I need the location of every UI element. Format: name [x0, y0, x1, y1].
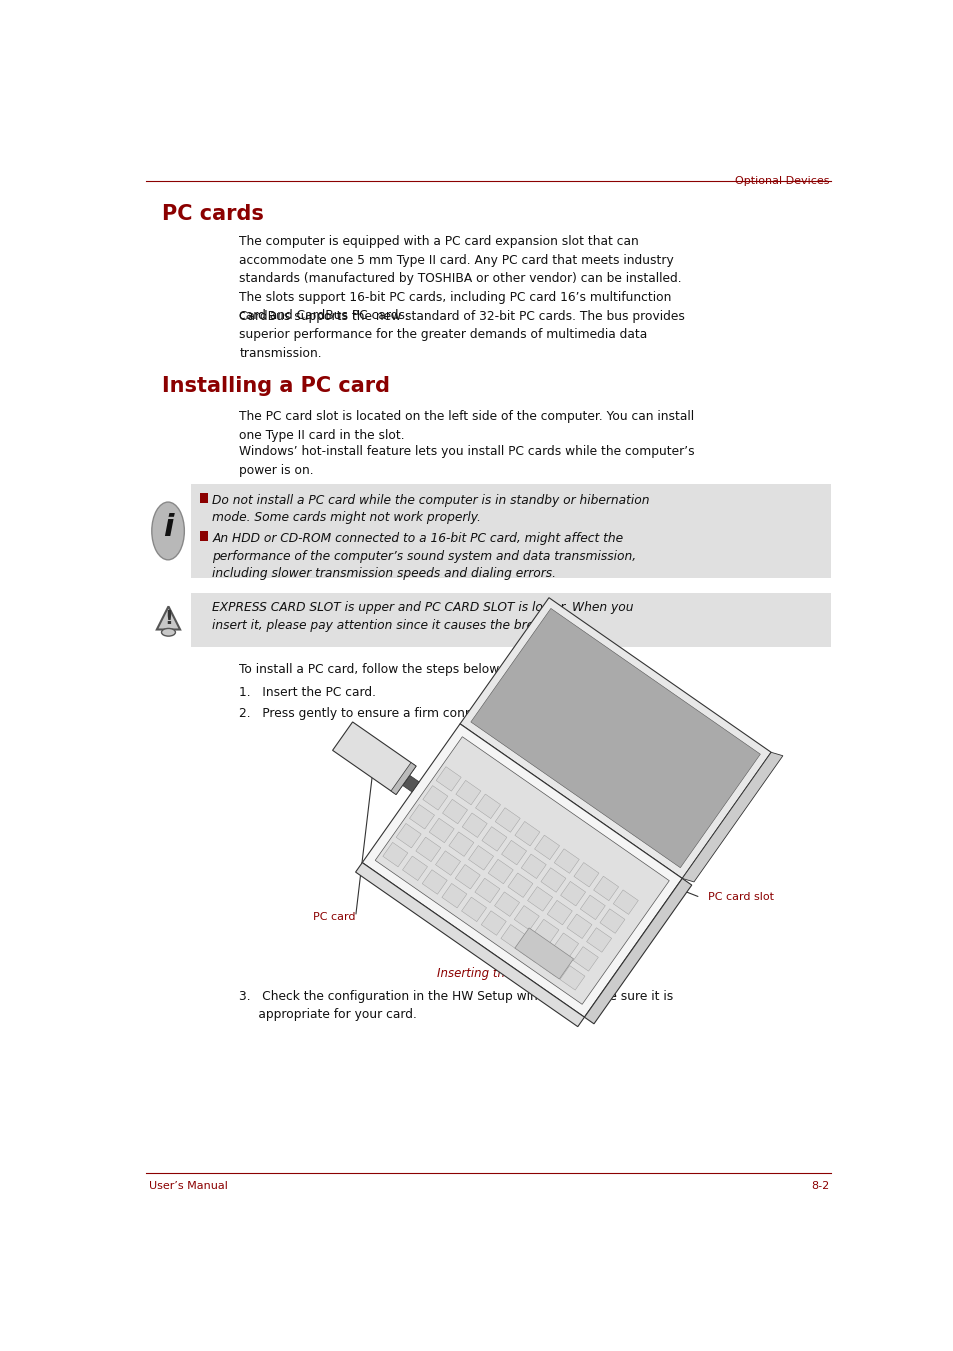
Polygon shape	[471, 608, 760, 867]
Polygon shape	[495, 808, 519, 832]
Polygon shape	[494, 892, 519, 916]
Polygon shape	[456, 781, 480, 805]
Polygon shape	[395, 824, 420, 848]
Polygon shape	[534, 835, 559, 859]
Text: User’s Manual: User’s Manual	[149, 1181, 228, 1190]
Text: Inserting the PC card: Inserting the PC card	[436, 967, 560, 979]
Polygon shape	[547, 900, 572, 925]
Bar	[199, 531, 208, 542]
Polygon shape	[156, 607, 180, 630]
Text: 8-2: 8-2	[810, 1181, 828, 1190]
Text: EXPRESS CARD SLOT is upper and PC CARD SLOT is lower. When you
insert it, please: EXPRESS CARD SLOT is upper and PC CARD S…	[212, 601, 633, 631]
Text: Windows’ hot-install feature lets you install PC cards while the computer’s
powe: Windows’ hot-install feature lets you in…	[239, 446, 695, 477]
Polygon shape	[559, 966, 584, 990]
Text: 2.   Press gently to ensure a firm connection.: 2. Press gently to ensure a firm connect…	[239, 708, 514, 720]
Polygon shape	[566, 915, 591, 939]
Polygon shape	[475, 794, 500, 819]
Polygon shape	[593, 877, 618, 901]
Polygon shape	[416, 838, 440, 862]
Text: To install a PC card, follow the steps below.: To install a PC card, follow the steps b…	[239, 662, 502, 676]
Polygon shape	[422, 785, 447, 811]
Text: 3.   Check the configuration in the HW Setup window to make sure it is
     appr: 3. Check the configuration in the HW Set…	[239, 990, 673, 1021]
Polygon shape	[584, 878, 691, 1024]
Polygon shape	[475, 878, 499, 902]
Polygon shape	[362, 724, 681, 1017]
Polygon shape	[514, 905, 538, 929]
Text: Optional Devices: Optional Devices	[734, 176, 828, 186]
Polygon shape	[442, 800, 467, 824]
FancyBboxPatch shape	[191, 484, 831, 578]
Ellipse shape	[152, 503, 184, 559]
Polygon shape	[613, 890, 638, 915]
Polygon shape	[573, 947, 598, 971]
Polygon shape	[586, 928, 611, 952]
Polygon shape	[507, 873, 533, 897]
Polygon shape	[480, 911, 506, 935]
Text: Installing a PC card: Installing a PC card	[162, 376, 390, 396]
Polygon shape	[455, 865, 479, 889]
Text: PC card slot: PC card slot	[707, 893, 774, 902]
Polygon shape	[333, 721, 416, 794]
Text: The computer is equipped with a PC card expansion slot that can
accommodate one : The computer is equipped with a PC card …	[239, 235, 681, 323]
Polygon shape	[527, 886, 552, 911]
Polygon shape	[520, 854, 546, 878]
Polygon shape	[515, 928, 573, 979]
Polygon shape	[409, 805, 434, 830]
Polygon shape	[553, 934, 578, 958]
Polygon shape	[391, 762, 416, 794]
Polygon shape	[574, 862, 598, 888]
Polygon shape	[459, 597, 770, 878]
Polygon shape	[599, 909, 624, 934]
Polygon shape	[468, 846, 493, 870]
Text: !: !	[164, 609, 172, 628]
Polygon shape	[515, 821, 539, 846]
Bar	[199, 493, 208, 503]
Text: 1.   Insert the PC card.: 1. Insert the PC card.	[239, 686, 376, 698]
Text: The PC card slot is located on the left side of the computer. You can install
on: The PC card slot is located on the left …	[239, 411, 694, 442]
Polygon shape	[441, 884, 466, 908]
Polygon shape	[534, 919, 558, 944]
Polygon shape	[681, 753, 782, 882]
Polygon shape	[382, 843, 408, 867]
Polygon shape	[461, 813, 487, 838]
Polygon shape	[579, 896, 604, 920]
Polygon shape	[481, 827, 506, 851]
FancyBboxPatch shape	[191, 593, 831, 647]
Polygon shape	[436, 766, 460, 792]
Text: CardBus supports the new standard of 32-bit PC cards. The bus provides
superior : CardBus supports the new standard of 32-…	[239, 309, 684, 359]
Polygon shape	[375, 736, 669, 1004]
Text: An HDD or CD-ROM connected to a 16-bit PC card, might affect the
performance of : An HDD or CD-ROM connected to a 16-bit P…	[212, 532, 636, 580]
Text: i: i	[163, 512, 173, 542]
Polygon shape	[488, 859, 513, 884]
Polygon shape	[355, 862, 584, 1027]
Polygon shape	[554, 848, 578, 873]
Polygon shape	[501, 840, 526, 865]
Polygon shape	[429, 819, 454, 843]
Polygon shape	[449, 832, 474, 857]
Polygon shape	[436, 851, 460, 875]
Polygon shape	[402, 775, 418, 792]
Text: PC card: PC card	[313, 912, 355, 921]
Polygon shape	[500, 924, 525, 948]
Polygon shape	[422, 870, 447, 894]
Polygon shape	[560, 881, 585, 907]
Polygon shape	[540, 867, 565, 892]
Polygon shape	[520, 938, 545, 963]
Polygon shape	[539, 952, 565, 977]
Polygon shape	[461, 897, 486, 921]
Polygon shape	[402, 857, 427, 881]
Ellipse shape	[161, 628, 175, 636]
Text: PC cards: PC cards	[162, 204, 263, 224]
Text: Do not install a PC card while the computer is in standby or hibernation
mode. S: Do not install a PC card while the compu…	[212, 493, 649, 524]
